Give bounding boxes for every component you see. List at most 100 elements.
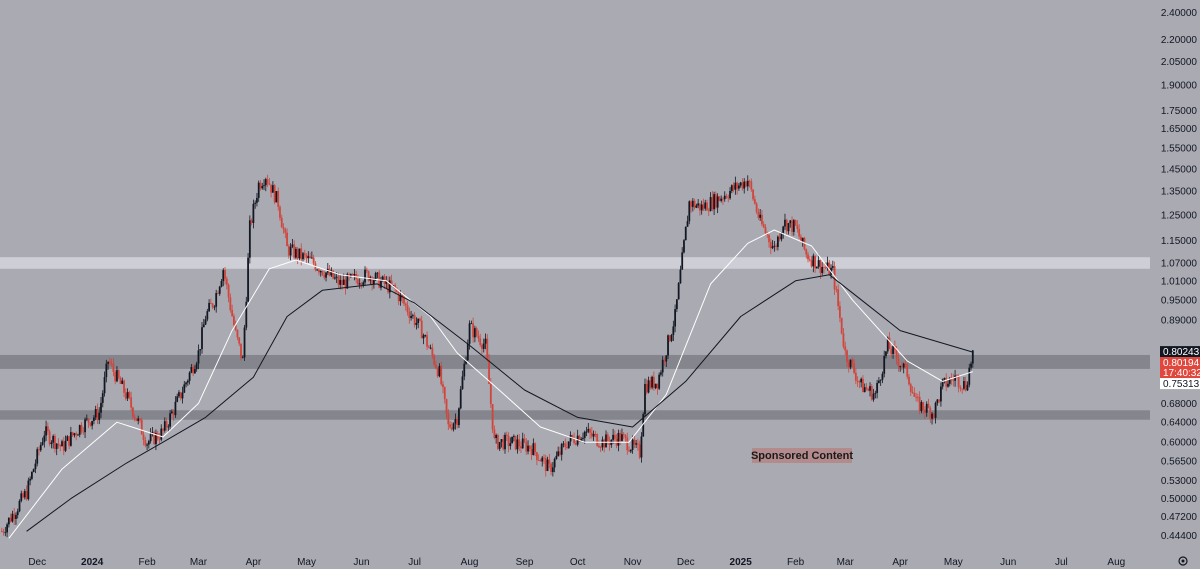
candle-body — [497, 435, 499, 449]
candle-body — [174, 401, 177, 416]
x-axis[interactable]: Dec 2024 Feb Mar Apr May Jun Jul Aug Sep Oct Nov Dec… — [28, 557, 1125, 568]
candle-body — [181, 392, 184, 399]
candle-body — [178, 392, 180, 397]
candle-body — [904, 363, 907, 365]
candle-body — [385, 280, 388, 284]
candle-body — [665, 355, 668, 362]
candle-body — [585, 431, 588, 433]
y-tick-label: 0.64000 — [1161, 418, 1198, 429]
y-tick-label: 0.56500 — [1161, 456, 1198, 467]
candle-body — [752, 189, 754, 200]
candle-body — [208, 302, 210, 312]
candle-body — [778, 236, 781, 240]
candle-body — [142, 434, 145, 441]
candle-body — [449, 424, 451, 428]
candle-body — [652, 376, 655, 389]
candle-body — [932, 413, 935, 418]
candle-body — [553, 459, 556, 468]
candle-body — [387, 280, 389, 293]
candle-body — [502, 439, 505, 450]
candle-body — [217, 293, 219, 294]
candle-body — [18, 500, 21, 512]
y-axis[interactable]: 0.44400 0.47200 0.50000 0.53000 0.56500 0.600… — [1161, 8, 1198, 542]
x-tick-label: May — [297, 557, 316, 568]
candle-body — [856, 380, 859, 382]
x-tick-label: 2024 — [81, 557, 104, 568]
candle-body — [672, 326, 675, 335]
candle-body — [555, 455, 558, 460]
candle-body — [41, 442, 44, 445]
candle-body — [310, 257, 313, 259]
candle-body — [909, 384, 912, 392]
candle-body — [144, 440, 147, 446]
candle-body — [651, 376, 653, 388]
candle-body — [787, 223, 790, 232]
candle-body — [422, 335, 425, 339]
candle-body — [906, 363, 909, 377]
candle-body — [888, 337, 891, 350]
gear-icon[interactable] — [1178, 556, 1188, 566]
candle-body — [908, 376, 910, 385]
candle-body — [408, 312, 411, 319]
candle-body — [603, 439, 606, 448]
x-tick-label: Apr — [892, 557, 908, 568]
candle-body — [20, 493, 23, 501]
candle-body — [59, 444, 62, 447]
candle-body — [445, 399, 448, 414]
candle-body — [697, 203, 700, 206]
candle-body — [594, 433, 597, 435]
candle-body — [775, 245, 778, 248]
price-label-bg — [1160, 346, 1200, 358]
candle-body — [160, 428, 163, 440]
candle-body — [677, 283, 680, 300]
candle-body — [674, 309, 677, 327]
candle-body — [916, 396, 919, 398]
ma-line-1 — [26, 274, 973, 532]
candle-body — [762, 224, 765, 228]
y-tick-label: 1.90000 — [1161, 81, 1198, 92]
x-tick-label: Sep — [516, 557, 534, 568]
candle-body — [130, 397, 133, 408]
candle-body — [380, 280, 382, 288]
candle-body — [824, 267, 827, 269]
candle-body — [372, 280, 375, 285]
candle-body — [661, 359, 664, 373]
candle-body — [911, 391, 914, 394]
x-tick-label: Jun — [1000, 557, 1016, 568]
candle-body — [236, 329, 239, 338]
candle-body — [592, 433, 595, 437]
candle-body — [295, 248, 297, 258]
candle-body — [484, 338, 487, 344]
price-label-text: 0.80194 — [1163, 358, 1200, 369]
candle-body — [54, 436, 56, 449]
candle-body — [839, 306, 841, 318]
candle-body — [335, 276, 338, 278]
candle-body — [886, 337, 889, 352]
candle-body — [819, 260, 822, 273]
candle-body — [250, 220, 253, 223]
candle-body — [470, 323, 473, 325]
candle-body — [23, 491, 26, 498]
candle-body — [539, 460, 542, 462]
candle-body — [254, 202, 257, 204]
candle-body — [57, 443, 60, 445]
candle-body — [821, 266, 824, 273]
candle-body — [523, 438, 526, 442]
y-tick-label: 1.25000 — [1161, 210, 1198, 221]
moving-averages-layer — [8, 229, 973, 539]
candle-body — [738, 185, 740, 189]
candle-body — [766, 233, 769, 236]
candle-body — [803, 237, 806, 250]
candle-body — [298, 248, 301, 259]
candle-body — [656, 383, 659, 389]
candle-body — [521, 438, 524, 449]
candle-body — [551, 467, 554, 472]
candle-body — [491, 404, 494, 430]
candle-body — [238, 337, 241, 344]
candle-body — [475, 328, 478, 336]
candle-body — [468, 323, 471, 344]
candle-body — [734, 182, 737, 190]
candle-body — [153, 431, 156, 445]
candle-body — [32, 469, 35, 472]
